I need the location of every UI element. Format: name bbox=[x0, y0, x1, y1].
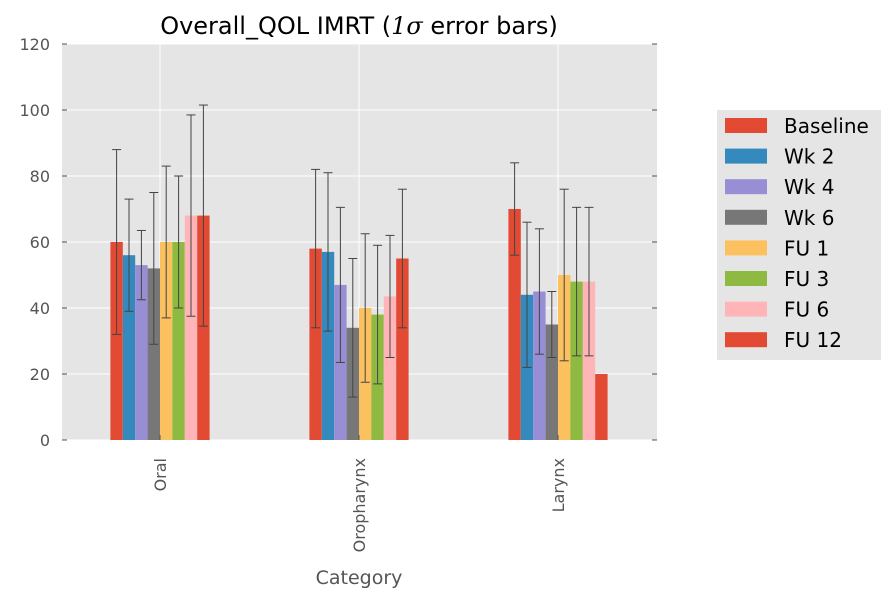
bar bbox=[383, 296, 397, 440]
bar bbox=[533, 291, 546, 440]
legend-label: FU 6 bbox=[784, 298, 829, 322]
bar bbox=[197, 215, 210, 440]
axes: 0 20 40 60 80 100 120 Oral Oropharynx Larynx bbox=[19, 35, 657, 552]
legend: Baseline Wk 2 Wk 4 Wk 6 FU 1 FU 3 FU 6 FU 12 bbox=[717, 110, 881, 360]
x-tick-label: Oral bbox=[151, 458, 170, 491]
bar bbox=[396, 258, 409, 440]
bars bbox=[110, 209, 608, 440]
x-axis-title: Category bbox=[316, 567, 403, 589]
legend-swatch bbox=[725, 332, 767, 348]
y-tick-label: 80 bbox=[30, 167, 50, 186]
chart-title: Overall_QOL IMRT (1σ error bars) bbox=[160, 12, 558, 40]
legend-label: Wk 4 bbox=[784, 175, 834, 199]
bar bbox=[309, 248, 322, 440]
legend-swatch bbox=[725, 271, 767, 286]
y-tick-label: 20 bbox=[30, 365, 50, 384]
legend-label: Wk 6 bbox=[784, 206, 834, 230]
legend-swatch bbox=[725, 301, 767, 317]
bar bbox=[582, 281, 596, 440]
bar bbox=[172, 242, 185, 440]
legend-label: FU 12 bbox=[784, 328, 842, 352]
legend-label: FU 1 bbox=[784, 236, 829, 260]
bar bbox=[595, 374, 608, 440]
x-tick-label: Oropharynx bbox=[350, 458, 369, 552]
bar bbox=[321, 251, 335, 440]
y-tick-label: 100 bbox=[19, 101, 50, 120]
bar bbox=[160, 242, 173, 440]
bar bbox=[570, 281, 583, 440]
error-bars bbox=[112, 104, 594, 398]
bar bbox=[545, 324, 558, 440]
legend-swatch bbox=[725, 240, 767, 256]
legend-label: FU 3 bbox=[784, 267, 829, 291]
legend-swatch bbox=[725, 148, 767, 164]
bar bbox=[508, 209, 521, 440]
bar bbox=[135, 265, 148, 440]
x-tick-label: Larynx bbox=[549, 458, 568, 512]
legend-label: Baseline bbox=[784, 114, 869, 138]
bar bbox=[110, 242, 123, 440]
y-tick-label: 0 bbox=[40, 431, 50, 450]
legend-swatch bbox=[725, 118, 767, 133]
legend-swatch bbox=[725, 209, 767, 225]
bar bbox=[184, 215, 198, 440]
legend-swatch bbox=[725, 179, 767, 195]
bar bbox=[147, 268, 160, 440]
bar bbox=[122, 255, 136, 440]
y-tick-label: 60 bbox=[30, 233, 50, 252]
y-tick-label: 120 bbox=[19, 35, 50, 54]
y-tick-label: 40 bbox=[30, 299, 50, 318]
legend-label: Wk 2 bbox=[784, 145, 834, 169]
